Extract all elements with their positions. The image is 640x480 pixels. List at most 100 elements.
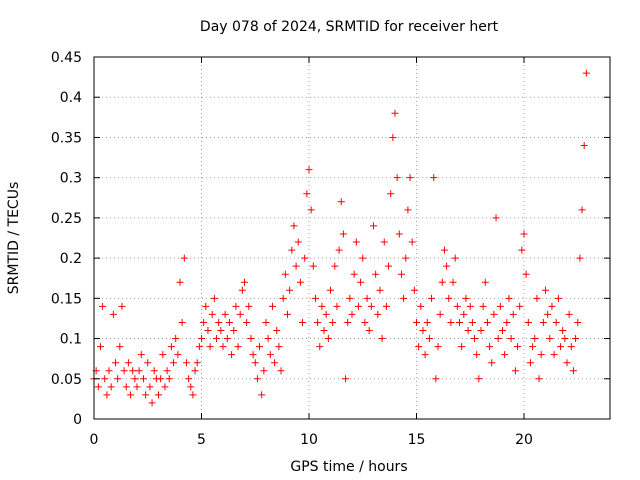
data-point bbox=[415, 343, 423, 351]
data-point bbox=[221, 310, 229, 318]
data-point bbox=[206, 343, 214, 351]
data-point bbox=[561, 335, 569, 343]
data-point bbox=[531, 335, 539, 343]
data-point bbox=[492, 214, 500, 222]
data-point bbox=[314, 318, 322, 326]
data-point bbox=[178, 318, 186, 326]
data-point bbox=[157, 375, 165, 383]
data-point bbox=[423, 318, 431, 326]
data-point bbox=[535, 375, 543, 383]
data-point bbox=[557, 343, 565, 351]
data-point bbox=[503, 318, 511, 326]
y-tick-label: 0.45 bbox=[51, 50, 82, 66]
data-point bbox=[374, 310, 382, 318]
data-point bbox=[161, 383, 169, 391]
data-point bbox=[447, 318, 455, 326]
data-point bbox=[112, 359, 119, 367]
data-point bbox=[292, 262, 300, 270]
y-axis-title: SRMTID / TECUs bbox=[6, 182, 22, 295]
data-point bbox=[367, 302, 375, 310]
data-point bbox=[372, 270, 380, 278]
data-point bbox=[329, 318, 337, 326]
data-point bbox=[511, 367, 519, 375]
data-point bbox=[307, 206, 315, 214]
y-tick-label: 0 bbox=[73, 412, 82, 428]
data-point bbox=[167, 343, 175, 351]
data-point bbox=[406, 174, 414, 182]
data-point bbox=[191, 367, 199, 375]
data-point bbox=[524, 318, 532, 326]
data-point bbox=[466, 302, 474, 310]
data-point bbox=[440, 246, 448, 254]
x-tick-label: 20 bbox=[515, 432, 533, 448]
data-point bbox=[486, 343, 494, 351]
data-point bbox=[296, 278, 304, 286]
data-point bbox=[475, 375, 483, 383]
data-point bbox=[94, 383, 102, 391]
x-tick-label: 10 bbox=[300, 432, 318, 448]
data-point bbox=[361, 318, 369, 326]
data-point bbox=[473, 351, 481, 359]
data-point bbox=[277, 367, 285, 375]
data-point bbox=[135, 367, 143, 375]
data-point bbox=[522, 270, 530, 278]
data-point bbox=[533, 294, 541, 302]
data-point bbox=[514, 343, 522, 351]
x-tick-label: 5 bbox=[197, 432, 206, 448]
data-point bbox=[163, 367, 171, 375]
data-point bbox=[518, 246, 526, 254]
data-point bbox=[200, 318, 208, 326]
data-point bbox=[294, 238, 302, 246]
chart-title: Day 078 of 2024, SRMTID for receiver her… bbox=[200, 19, 499, 35]
data-point bbox=[357, 278, 365, 286]
data-point bbox=[142, 391, 150, 399]
data-point bbox=[118, 302, 126, 310]
data-point bbox=[569, 367, 577, 375]
x-axis-title: GPS time / hours bbox=[290, 459, 407, 475]
data-point bbox=[352, 238, 360, 246]
y-tick-label: 0.25 bbox=[51, 211, 82, 227]
data-point bbox=[516, 302, 524, 310]
data-point bbox=[460, 310, 468, 318]
data-point bbox=[114, 375, 122, 383]
data-point bbox=[202, 302, 210, 310]
data-point bbox=[546, 335, 554, 343]
data-point bbox=[391, 109, 399, 117]
data-point bbox=[552, 318, 560, 326]
grid bbox=[94, 57, 610, 419]
data-point bbox=[559, 327, 567, 335]
data-point bbox=[580, 141, 588, 149]
data-point bbox=[146, 383, 154, 391]
data-point bbox=[526, 359, 534, 367]
data-point bbox=[288, 246, 296, 254]
data-point bbox=[324, 335, 332, 343]
data-point bbox=[309, 262, 317, 270]
data-point bbox=[365, 327, 373, 335]
data-point bbox=[346, 294, 354, 302]
data-point bbox=[462, 294, 470, 302]
data-point bbox=[344, 318, 352, 326]
data-point bbox=[453, 302, 461, 310]
x-tick-label: 0 bbox=[90, 432, 99, 448]
data-point bbox=[281, 270, 289, 278]
data-point bbox=[428, 294, 436, 302]
data-point bbox=[247, 335, 255, 343]
data-point bbox=[335, 246, 343, 254]
data-point bbox=[198, 335, 205, 343]
data-point bbox=[402, 254, 410, 262]
data-point bbox=[327, 286, 334, 294]
data-point bbox=[210, 294, 218, 302]
data-point bbox=[471, 335, 479, 343]
data-point bbox=[120, 367, 128, 375]
data-point bbox=[275, 343, 283, 351]
data-point bbox=[193, 359, 201, 367]
data-point bbox=[299, 318, 307, 326]
data-point bbox=[565, 310, 573, 318]
data-point bbox=[425, 335, 433, 343]
data-point bbox=[251, 359, 259, 367]
data-point bbox=[432, 375, 440, 383]
data-point bbox=[195, 343, 203, 351]
data-point bbox=[318, 302, 326, 310]
data-point bbox=[464, 327, 472, 335]
